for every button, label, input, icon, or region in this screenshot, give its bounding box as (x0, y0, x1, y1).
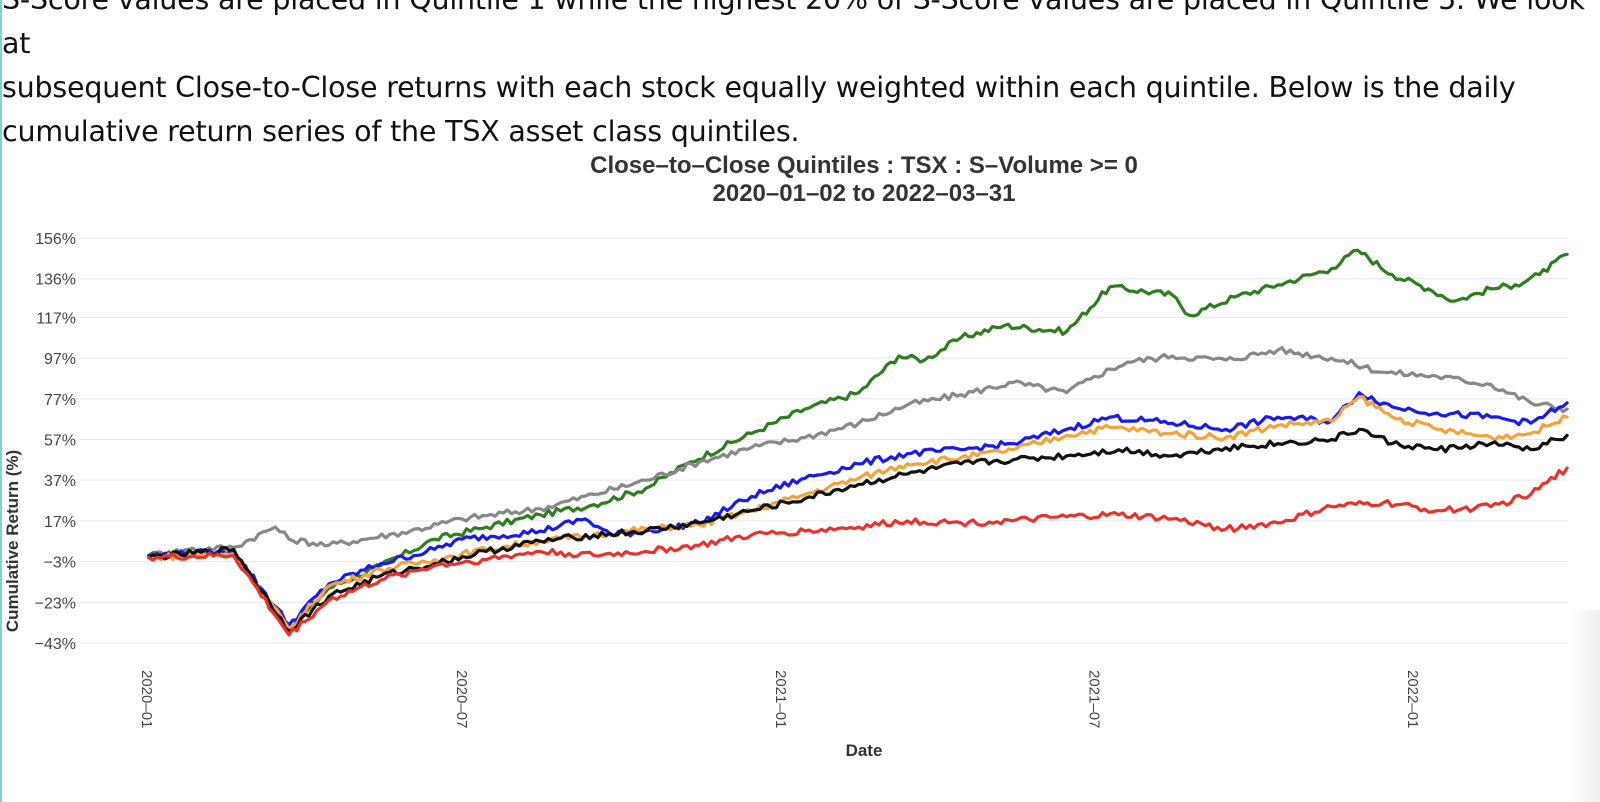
x-tick-label: 2022–01 (1404, 670, 1421, 728)
y-tick-label: 156% (35, 231, 76, 248)
chart-subtitle: 2020–01–02 to 2022–03–31 (713, 180, 1016, 207)
chart-title: Close–to–Close Quintiles : TSX : S–Volum… (590, 152, 1138, 179)
y-axis-label: Cumulative Return (%) (3, 450, 22, 632)
intro-line-1: S-Score values are placed in Quintile 1 … (2, 0, 1585, 60)
cumulative-return-chart: Close–to–Close Quintiles : TSX : S–Volum… (3, 152, 1569, 760)
y-tick-label: 117% (36, 310, 76, 327)
series-line-3 (147, 391, 1569, 627)
intro-line-2: subsequent Close-to-Close returns with e… (2, 71, 1516, 104)
page-edge-shadow (1570, 610, 1600, 802)
y-tick-label: −23% (35, 595, 76, 612)
intro-paragraph: S-Score values are placed in Quintile 1 … (2, 0, 1592, 154)
x-tick-label: 2020–07 (453, 670, 470, 728)
y-axis-ticks: 156% 136% 117% 97% 77% 57% 37% 17% −3% −23% −43% (35, 231, 76, 653)
x-axis-label: Date (846, 741, 883, 760)
x-axis-ticks: 2020–01 2020–07 2021–01 2021–07 2022–01 (138, 670, 1421, 728)
intro-line-3: cumulative return series of the TSX asse… (2, 115, 800, 148)
series-line-5 (147, 427, 1569, 633)
y-tick-label: −3% (44, 555, 76, 572)
x-tick-label: 2021–01 (772, 670, 789, 728)
series-line-1 (147, 248, 1569, 633)
y-tick-label: 37% (44, 473, 76, 490)
y-tick-label: 136% (35, 272, 76, 289)
series-line-2 (147, 346, 1569, 559)
x-tick-label: 2020–01 (138, 670, 155, 728)
series-line-4 (147, 395, 1569, 631)
series-line-6 (147, 466, 1569, 637)
y-tick-label: −43% (35, 636, 76, 653)
series-lines (147, 248, 1569, 637)
y-tick-label: 17% (44, 514, 76, 531)
page-left-border (0, 0, 2, 802)
grid-lines (80, 237, 1568, 644)
y-tick-label: 57% (44, 432, 76, 449)
y-tick-label: 77% (44, 392, 76, 409)
x-tick-label: 2021–07 (1085, 670, 1102, 728)
y-tick-label: 97% (44, 351, 76, 368)
